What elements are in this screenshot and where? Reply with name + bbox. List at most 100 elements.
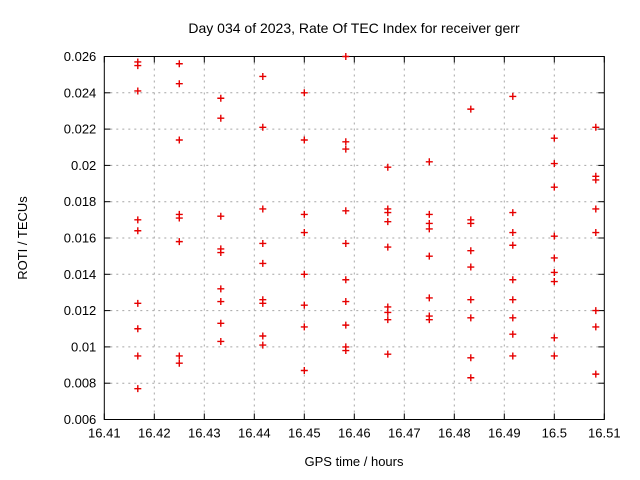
data-point (425, 158, 433, 166)
data-point (425, 252, 433, 260)
data-point (467, 219, 475, 227)
data-point (259, 239, 267, 247)
data-point (217, 114, 225, 122)
data-point (509, 330, 517, 338)
y-tick-label: 0.024 (64, 85, 97, 100)
data-point (300, 366, 308, 374)
data-point (425, 225, 433, 233)
data-point (425, 210, 433, 218)
y-tick-label: 0.006 (64, 412, 97, 427)
data-point (509, 241, 517, 249)
x-tick-labels: 16.41 16.42 16.43 16.44 16.45 16.46 16.47 16.48… (88, 426, 621, 441)
x-tick-label: 16.5 (542, 426, 567, 441)
data-point (467, 314, 475, 322)
data-point (175, 136, 183, 144)
data-point (217, 319, 225, 327)
data-point (300, 229, 308, 237)
data-point (342, 276, 350, 284)
data-point (300, 136, 308, 144)
data-point (134, 299, 142, 307)
data-point (467, 105, 475, 113)
data-point (134, 227, 142, 235)
data-point (259, 332, 267, 340)
data-point (467, 296, 475, 304)
data-point (550, 268, 558, 276)
x-tick-label: 16.45 (288, 426, 321, 441)
data-point (259, 341, 267, 349)
data-point (342, 53, 350, 60)
data-point (342, 239, 350, 247)
x-tick-label: 16.47 (388, 426, 421, 441)
x-tick-label: 16.41 (88, 426, 121, 441)
data-point (300, 210, 308, 218)
data-point (384, 316, 392, 324)
data-point (175, 60, 183, 68)
data-point (134, 87, 142, 95)
data-point (550, 134, 558, 142)
data-point (134, 62, 142, 70)
data-point (175, 238, 183, 246)
data-point (384, 308, 392, 316)
x-tick-label: 16.49 (488, 426, 521, 441)
y-tick-label: 0.014 (64, 267, 97, 282)
x-axis-label: GPS time / hours (305, 454, 404, 469)
data-point (592, 123, 600, 131)
data-point (134, 216, 142, 224)
data-point (509, 92, 517, 100)
data-point (467, 354, 475, 362)
data-points (134, 53, 600, 393)
y-tick-label: 0.018 (64, 194, 97, 209)
data-point (300, 323, 308, 331)
data-point (467, 263, 475, 271)
data-point (509, 352, 517, 360)
data-point (175, 359, 183, 367)
y-tick-label: 0.022 (64, 122, 97, 137)
data-point (259, 205, 267, 213)
data-point (342, 207, 350, 215)
data-point (425, 316, 433, 324)
data-point (592, 176, 600, 184)
data-point (425, 294, 433, 302)
data-point (175, 80, 183, 88)
data-point (550, 334, 558, 342)
data-point (175, 214, 183, 222)
data-point (384, 163, 392, 171)
data-point (342, 298, 350, 306)
data-point (217, 298, 225, 306)
x-tick-label: 16.42 (138, 426, 171, 441)
data-point (509, 314, 517, 322)
data-point (384, 243, 392, 251)
data-point (592, 205, 600, 213)
data-point (592, 307, 600, 315)
data-point (550, 254, 558, 262)
chart-title: Day 034 of 2023, Rate Of TEC Index for r… (188, 20, 520, 36)
data-point (342, 347, 350, 355)
data-point (300, 301, 308, 309)
data-point (259, 72, 267, 80)
data-point (259, 123, 267, 131)
y-tick-label: 0.026 (64, 49, 97, 64)
data-point (550, 183, 558, 191)
axis-ticks (103, 56, 605, 420)
data-point (467, 374, 475, 382)
data-point (509, 209, 517, 217)
data-point (592, 323, 600, 331)
data-point (592, 229, 600, 237)
data-point (217, 249, 225, 257)
data-point (550, 278, 558, 286)
x-tick-label: 16.43 (188, 426, 221, 441)
data-point (384, 218, 392, 226)
data-point (467, 247, 475, 255)
data-point (550, 160, 558, 168)
gridlines (104, 56, 605, 420)
x-tick-label: 16.44 (238, 426, 271, 441)
data-point (134, 385, 142, 393)
data-point (384, 350, 392, 358)
data-point (509, 276, 517, 284)
y-tick-label: 0.016 (64, 231, 97, 246)
data-point (342, 145, 350, 153)
data-point (384, 209, 392, 217)
data-point (134, 325, 142, 333)
data-point (217, 212, 225, 220)
